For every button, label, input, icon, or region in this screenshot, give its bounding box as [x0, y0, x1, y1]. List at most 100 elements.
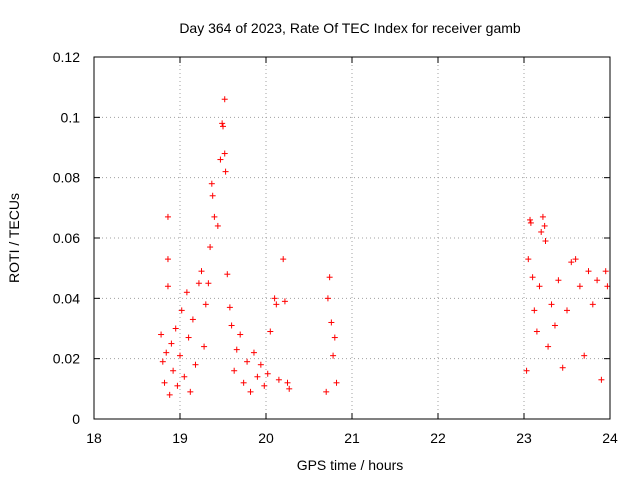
y-axis-label: ROTI / TECUs [6, 193, 22, 283]
data-point [564, 307, 570, 314]
x-axis-label: GPS time / hours [297, 457, 404, 473]
data-point [542, 238, 549, 245]
data-point [594, 277, 601, 284]
data-point [247, 388, 254, 395]
data-point [164, 213, 171, 220]
x-tick-label: 24 [602, 430, 618, 446]
data-point [214, 222, 221, 229]
data-point [209, 192, 216, 199]
data-point [333, 379, 340, 386]
data-point [189, 316, 196, 323]
y-tick-label: 0.08 [53, 170, 80, 186]
data-point [181, 373, 188, 380]
data-point [164, 283, 171, 290]
x-tick-label: 18 [86, 430, 102, 446]
data-point [257, 361, 264, 368]
data-point [195, 280, 202, 287]
data-point [581, 352, 588, 359]
data-point [219, 120, 226, 127]
y-tick-label: 0.02 [53, 351, 80, 367]
data-point [539, 213, 546, 220]
data-point [555, 277, 562, 284]
data-point [211, 213, 218, 220]
y-tick-label: 0 [72, 411, 80, 427]
data-point [198, 268, 205, 275]
data-point [187, 388, 194, 395]
data-point [280, 256, 287, 263]
y-tick-label: 0.1 [61, 109, 81, 125]
data-point [328, 319, 335, 326]
data-point [207, 244, 214, 251]
data-point [527, 219, 534, 226]
data-point [576, 283, 583, 290]
data-point [177, 352, 183, 359]
data-point [224, 271, 231, 278]
y-tick-label: 0.04 [53, 290, 80, 306]
data-point [548, 301, 555, 308]
data-point [525, 256, 532, 263]
data-point [281, 298, 288, 305]
data-point [324, 295, 331, 302]
data-point [168, 340, 175, 347]
data-point [264, 370, 271, 377]
chart-title: Day 364 of 2023, Rate Of TEC Index for r… [179, 20, 521, 36]
data-point [226, 304, 233, 311]
data-point [183, 289, 190, 296]
data-point [536, 283, 543, 290]
data-point [531, 307, 538, 314]
x-axis: 18 19 20 21 22 23 24 [86, 57, 618, 446]
data-point [331, 334, 338, 341]
data-point [551, 322, 558, 329]
y-tick-label: 0.06 [53, 230, 80, 246]
data-point [541, 222, 548, 229]
data-point [185, 334, 192, 341]
data-point [273, 301, 280, 308]
data-point [589, 301, 596, 308]
data-point [545, 343, 552, 350]
data-point [254, 373, 261, 380]
y-tick-label: 0.12 [53, 49, 80, 65]
data-point [604, 283, 611, 290]
data-point [244, 358, 251, 365]
data-point [330, 352, 337, 359]
data-point [205, 280, 212, 287]
data-point [326, 274, 333, 281]
data-point [170, 367, 177, 374]
data-point [572, 256, 579, 263]
data-point [202, 301, 209, 308]
data-point [568, 259, 575, 266]
data-point [178, 307, 185, 314]
data-point [233, 346, 240, 353]
data-point [559, 364, 566, 371]
data-point [159, 358, 166, 365]
data-point [228, 322, 235, 329]
data-point [166, 391, 173, 398]
data-point [221, 96, 228, 103]
data-point [240, 379, 247, 386]
data-point [523, 367, 530, 374]
data-point [208, 180, 215, 187]
data-point [221, 150, 228, 157]
x-tick-label: 19 [172, 430, 188, 446]
grid-lines [94, 57, 610, 419]
x-tick-label: 22 [430, 430, 446, 446]
y-axis: 0 0.02 0.04 0.06 0.08 0.1 0.12 [53, 49, 610, 427]
data-point [158, 331, 165, 338]
data-point [174, 382, 181, 389]
data-point [237, 331, 244, 338]
data-point [220, 123, 226, 130]
data-point [217, 156, 224, 163]
data-point [201, 343, 208, 350]
data-point [286, 385, 293, 392]
data-point [161, 379, 168, 386]
data-point [250, 349, 257, 356]
data-points [158, 96, 611, 398]
data-point [527, 216, 534, 223]
data-point [222, 168, 229, 175]
data-point [598, 376, 605, 383]
data-point [275, 376, 282, 383]
x-tick-label: 21 [344, 430, 360, 446]
data-point [538, 228, 545, 235]
data-point [172, 325, 179, 332]
